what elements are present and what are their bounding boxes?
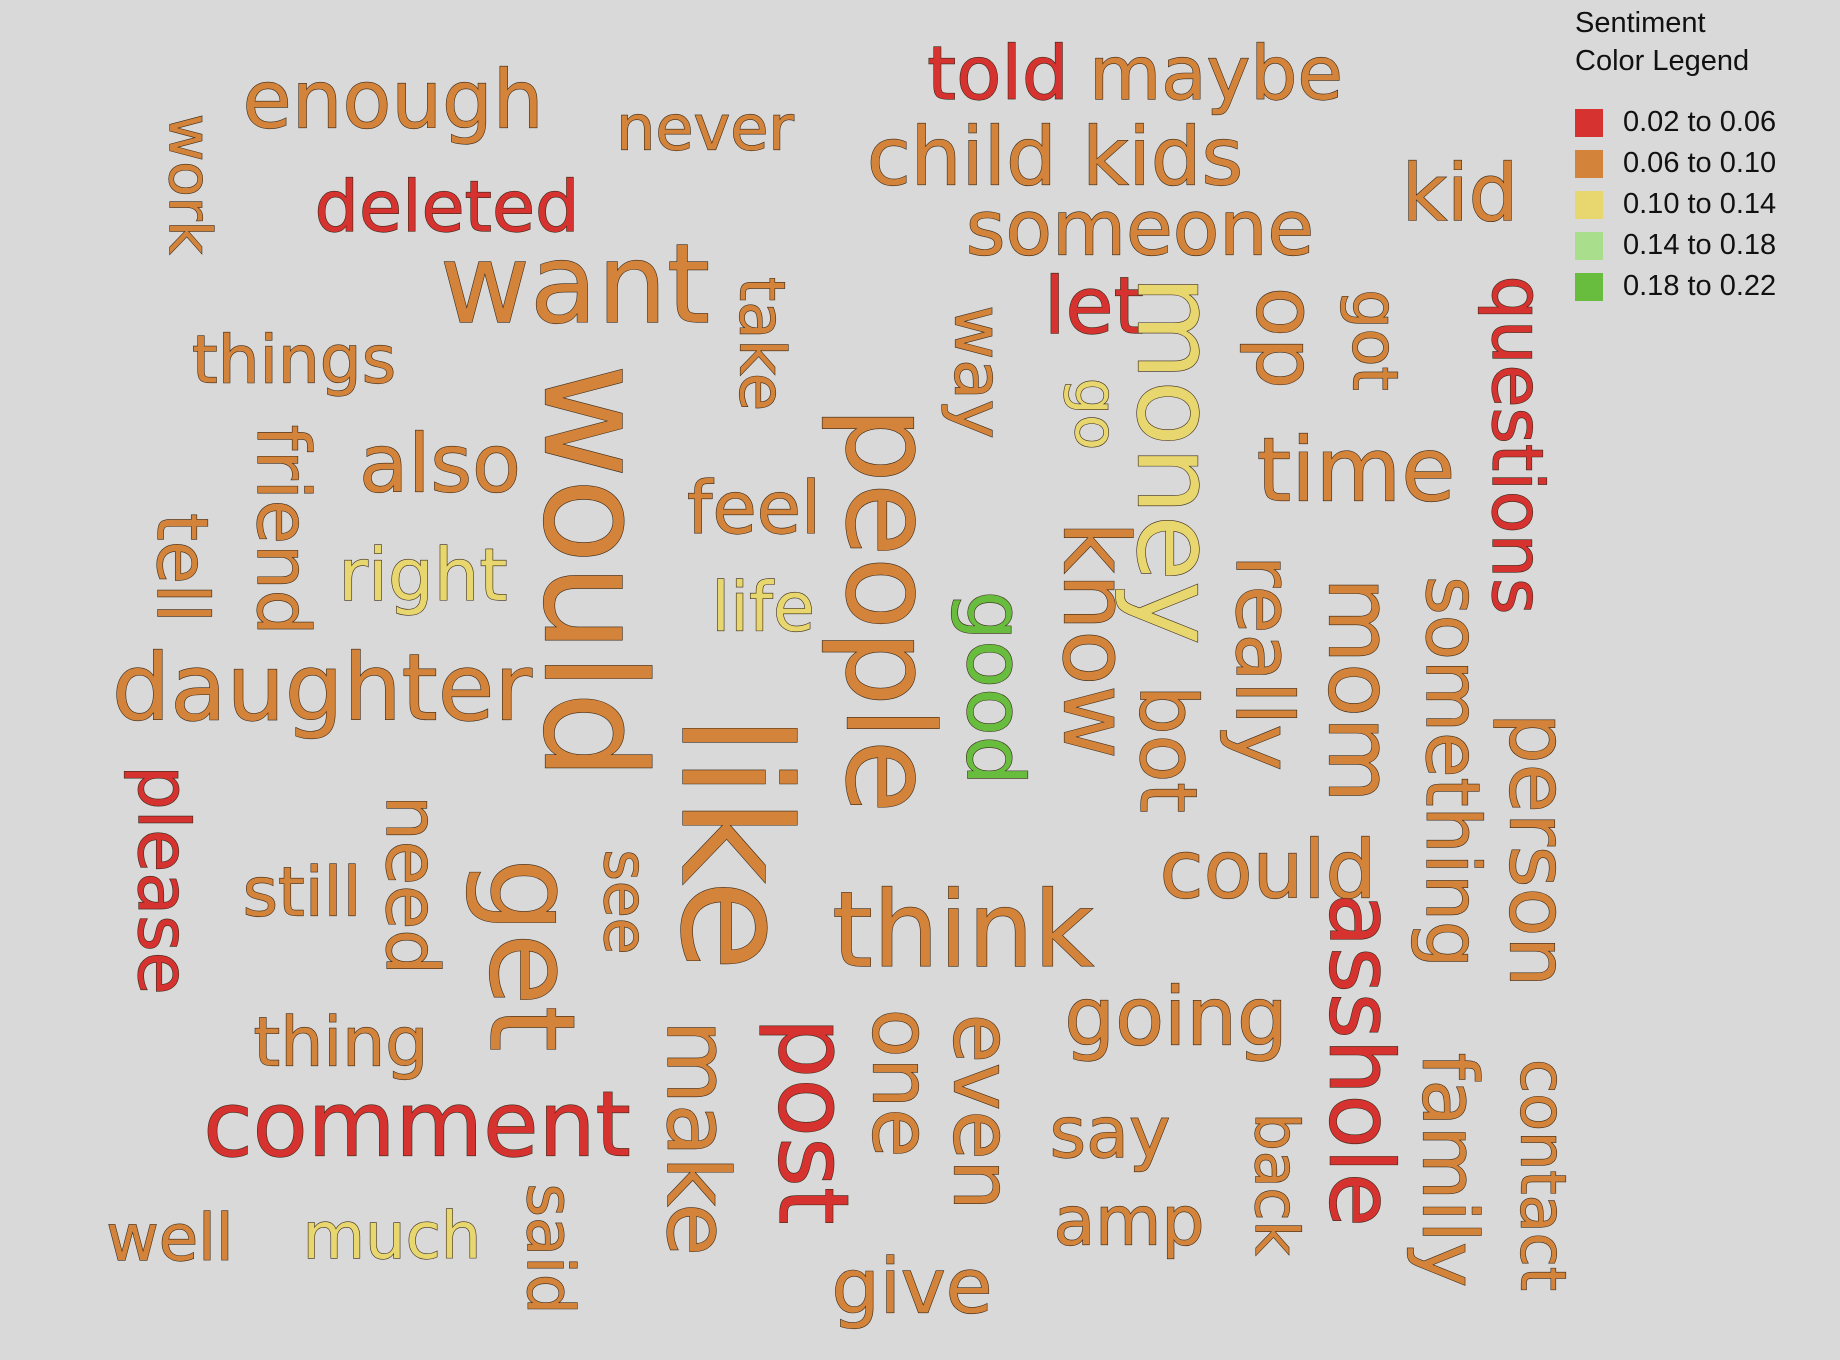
word-person: person [1492,713,1585,987]
legend-item: 0.14 to 0.18 [1575,225,1825,266]
word-work: work [156,114,224,255]
word-friend: friend [241,425,325,636]
word-still: still [243,854,362,933]
word-see: see [590,849,660,954]
word-got: got [1339,289,1412,391]
legend-item: 0.18 to 0.22 [1575,266,1825,307]
word-enough: enough [242,54,543,147]
word-much: much [303,1200,482,1274]
legend-label: 0.10 to 0.14 [1623,188,1777,220]
word-go: go [1062,378,1130,450]
word-feel: feel [687,466,821,550]
word-let: let [1044,262,1144,352]
legend-title-line1: Sentiment [1575,7,1706,39]
word-asshole: asshole [1310,893,1413,1227]
word-comment: comment [203,1073,631,1178]
word-things: things [192,322,396,399]
word-deleted: deleted [315,166,580,248]
legend-item: 0.10 to 0.14 [1575,184,1825,225]
word-know: know [1043,521,1148,759]
word-need: need [370,795,454,975]
word-thing: thing [254,1004,429,1083]
legend-swatch [1575,190,1603,219]
word-take: take [726,277,799,411]
word-like: like [647,714,821,971]
legend-items: 0.02 to 0.06 0.06 to 0.10 0.10 to 0.14 0.14… [1575,102,1825,307]
word-really: really [1218,555,1308,771]
legend-swatch [1575,149,1603,178]
word-questions: questions [1476,276,1558,615]
legend-swatch [1575,108,1603,137]
word-life: life [711,569,815,648]
legend-swatch [1575,272,1603,301]
word-amp: amp [1053,1183,1204,1262]
word-way: way [940,305,1017,438]
word-money: money [1113,275,1238,645]
word-something: something [1409,576,1495,968]
word-contact: contact [1507,1059,1580,1291]
word-op: op [1238,287,1333,389]
word-someone: someone [966,184,1314,273]
legend-item: 0.02 to 0.06 [1575,102,1825,143]
word-good: good [949,591,1039,785]
word-back: back [1241,1113,1311,1256]
word-never: never [616,92,794,165]
word-right: right [338,533,507,617]
word-say: say [1050,1092,1171,1174]
word-said: said [512,1184,586,1315]
legend-label: 0.06 to 0.10 [1623,147,1777,179]
word-also: also [359,418,521,511]
legend-label: 0.14 to 0.18 [1623,229,1777,261]
word-well: well [106,1202,233,1276]
word-get: get [463,858,601,1052]
word-post: post [757,1017,869,1224]
legend-label: 0.02 to 0.06 [1623,106,1777,138]
sentiment-legend: Sentiment Color Legend 0.02 to 0.06 0.06 … [1575,4,1825,307]
word-maybe: maybe [1089,31,1343,117]
word-even: even [936,1014,1029,1210]
word-mom: mom [1309,577,1412,802]
legend-item: 0.06 to 0.10 [1575,143,1825,184]
word-people: people [819,407,958,814]
word-bot: bot [1122,685,1212,813]
word-give: give [831,1242,992,1331]
word-told: told [927,31,1069,117]
word-child-kids: child kids [867,111,1243,204]
word-kid: kid [1402,149,1518,239]
word-could: could [1160,824,1377,917]
word-family: family [1406,1053,1495,1288]
word-would: would [512,364,675,781]
word-time: time [1257,419,1456,522]
legend-swatch [1575,231,1603,260]
word-one: one [855,1009,948,1158]
legend-label: 0.18 to 0.22 [1623,270,1777,302]
word-daughter: daughter [112,635,532,742]
word-please: please [122,765,204,994]
word-going: going [1064,971,1287,1064]
word-tell: tell [141,513,223,622]
word-want: want [440,220,710,348]
word-think: think [832,869,1094,991]
word-make: make [647,1020,747,1256]
legend-title-line2: Color Legend [1575,45,1750,77]
